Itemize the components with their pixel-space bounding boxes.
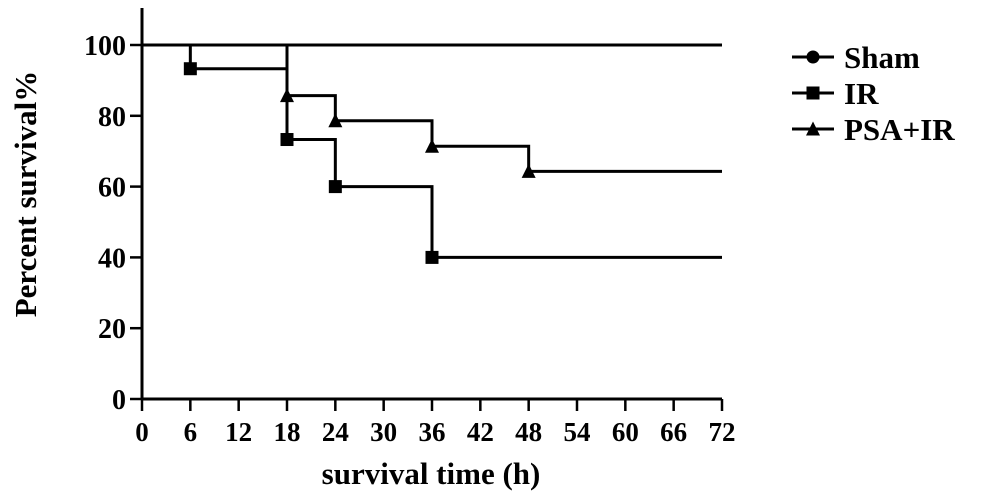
legend-label-psa-ir: PSA+IR: [844, 112, 955, 147]
x-tick-label: 24: [322, 417, 349, 447]
x-tick-label: 66: [660, 417, 687, 447]
legend-item-psa-ir: PSA+IR: [792, 112, 955, 147]
x-tick-label: 54: [564, 417, 591, 447]
legend-label-ir: IR: [844, 76, 879, 111]
legend-label-sham: Sham: [844, 40, 920, 75]
legend-marker-sham: [806, 50, 820, 64]
data-point-psa-ir: [521, 163, 536, 178]
data-point-psa-ir: [280, 88, 294, 103]
y-tick-label: 60: [98, 173, 126, 204]
data-point-ir: [280, 133, 294, 147]
y-tick-label: 0: [112, 385, 126, 416]
data-point-ir: [183, 62, 197, 76]
x-tick-label: 12: [225, 417, 252, 447]
x-tick-label: 72: [709, 417, 736, 447]
axes: 0 20 40 60 80 100 0 6 12 18 24 30 36 42 48 54 60 66 72: [84, 8, 736, 447]
x-tick-label: 18: [274, 417, 301, 447]
series-psa-ir: [142, 43, 722, 178]
data-point-psa-ir: [425, 138, 439, 153]
legend-marker-psa-ir: [806, 121, 820, 136]
series-layer: [142, 43, 722, 264]
x-tick-label: 0: [135, 417, 149, 447]
y-tick-label: 100: [84, 31, 126, 62]
x-tick-label: 30: [370, 417, 397, 447]
legend-item-sham: Sham: [792, 40, 920, 75]
x-tick-label: 48: [515, 417, 542, 447]
series-line-psa-ir: [142, 43, 722, 173]
x-tick-label: 60: [612, 417, 639, 447]
legend-marker-ir: [806, 86, 820, 100]
x-tick-label: 42: [467, 417, 494, 447]
series-ir: [142, 43, 722, 264]
x-tick-label: 36: [419, 417, 446, 447]
data-point-ir: [425, 250, 439, 264]
y-tick-label: 20: [98, 314, 126, 345]
x-tick-label: 6: [184, 417, 198, 447]
y-axis-label: Percent survival%: [8, 71, 43, 318]
series-line-ir: [142, 43, 722, 259]
y-tick-label: 40: [98, 243, 126, 274]
x-axis-label: survival time (h): [322, 456, 541, 491]
data-point-psa-ir: [328, 113, 343, 128]
data-point-ir: [328, 180, 342, 194]
legend-item-ir: IR: [792, 76, 879, 111]
y-tick-label: 80: [98, 102, 126, 133]
